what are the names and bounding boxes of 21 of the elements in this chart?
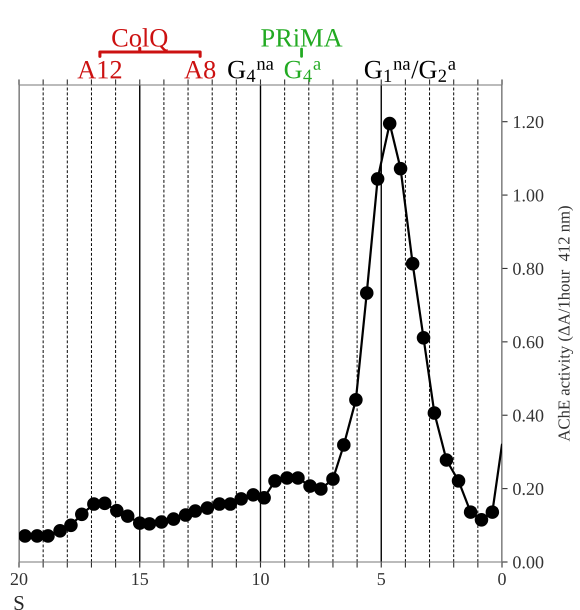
text: A8 bbox=[184, 60, 216, 79]
y-axis-title: AChE activity (ΔA/1hour 412 nm) bbox=[558, 206, 574, 442]
y-tick-label: 1.20 bbox=[514, 116, 544, 128]
text: A12 bbox=[77, 60, 122, 78]
x-tick-label: 20 bbox=[10, 572, 28, 586]
text: G$_{4}$$^{na}$ bbox=[228, 60, 274, 82]
y-tick-label: 0.80 bbox=[513, 262, 544, 275]
y-tick-label: 0.00 bbox=[513, 556, 544, 569]
x-axis-title: S bbox=[14, 596, 24, 610]
text: G$_{1}$$^{na}$/G$_{2}$$^{a}$ bbox=[364, 60, 456, 82]
y-tick-label: 0.60 bbox=[513, 336, 544, 348]
y-tick-label: 0.20 bbox=[513, 482, 544, 496]
x-tick-label: 5 bbox=[378, 573, 386, 586]
x-tick-label: 0 bbox=[498, 572, 506, 586]
y-tick-label: 1.00 bbox=[514, 189, 544, 202]
text: ColQ bbox=[112, 28, 168, 51]
text: G$_{4}$$^{a}$ bbox=[284, 60, 321, 82]
y-tick-label: 0.40 bbox=[513, 409, 544, 422]
text: PRiMA bbox=[261, 29, 342, 46]
x-tick-label: 15 bbox=[132, 573, 148, 586]
x-tick-label: 10 bbox=[253, 572, 269, 586]
